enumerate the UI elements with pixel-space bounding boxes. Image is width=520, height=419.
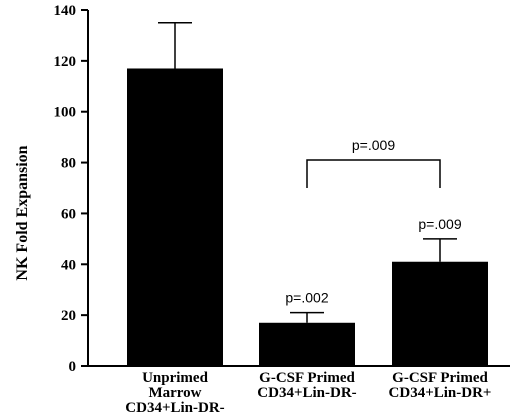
x-category-label: CD34+Lin-DR+	[389, 385, 492, 401]
y-tick-label: 0	[69, 359, 77, 375]
x-category-label: G-CSF Primed	[392, 370, 488, 386]
p-value-label: p=.002	[285, 290, 328, 306]
y-tick-label: 120	[54, 54, 77, 70]
y-tick-label: 80	[61, 156, 76, 172]
bars	[127, 21, 488, 366]
y-tick-label: 20	[61, 308, 76, 324]
y-tick-label: 40	[61, 257, 76, 273]
x-category-label: Unprimed	[142, 370, 208, 386]
annotations: p=.002 p=.009 p=.009	[285, 137, 461, 306]
bar	[127, 68, 223, 366]
x-category-label: Marrow	[148, 385, 201, 401]
axes: 020406080100120140UnprimedMarrowCD34+Lin…	[54, 3, 510, 416]
x-category-label: G-CSF Primed	[259, 370, 355, 386]
y-tick-label: 100	[54, 105, 77, 121]
y-tick-label: 60	[61, 206, 76, 222]
bracket-p-value-label: p=.009	[352, 137, 395, 153]
x-category-label: CD34+Lin-DR-	[257, 385, 356, 401]
x-category-label: CD34+Lin-DR-	[125, 400, 224, 416]
bar	[392, 261, 488, 366]
p-value-label: p=.009	[418, 216, 461, 232]
y-tick-label: 140	[54, 3, 77, 19]
significance-bracket	[306, 159, 441, 188]
bar	[259, 322, 355, 366]
y-axis-title: NK Fold Expansion	[14, 145, 31, 280]
